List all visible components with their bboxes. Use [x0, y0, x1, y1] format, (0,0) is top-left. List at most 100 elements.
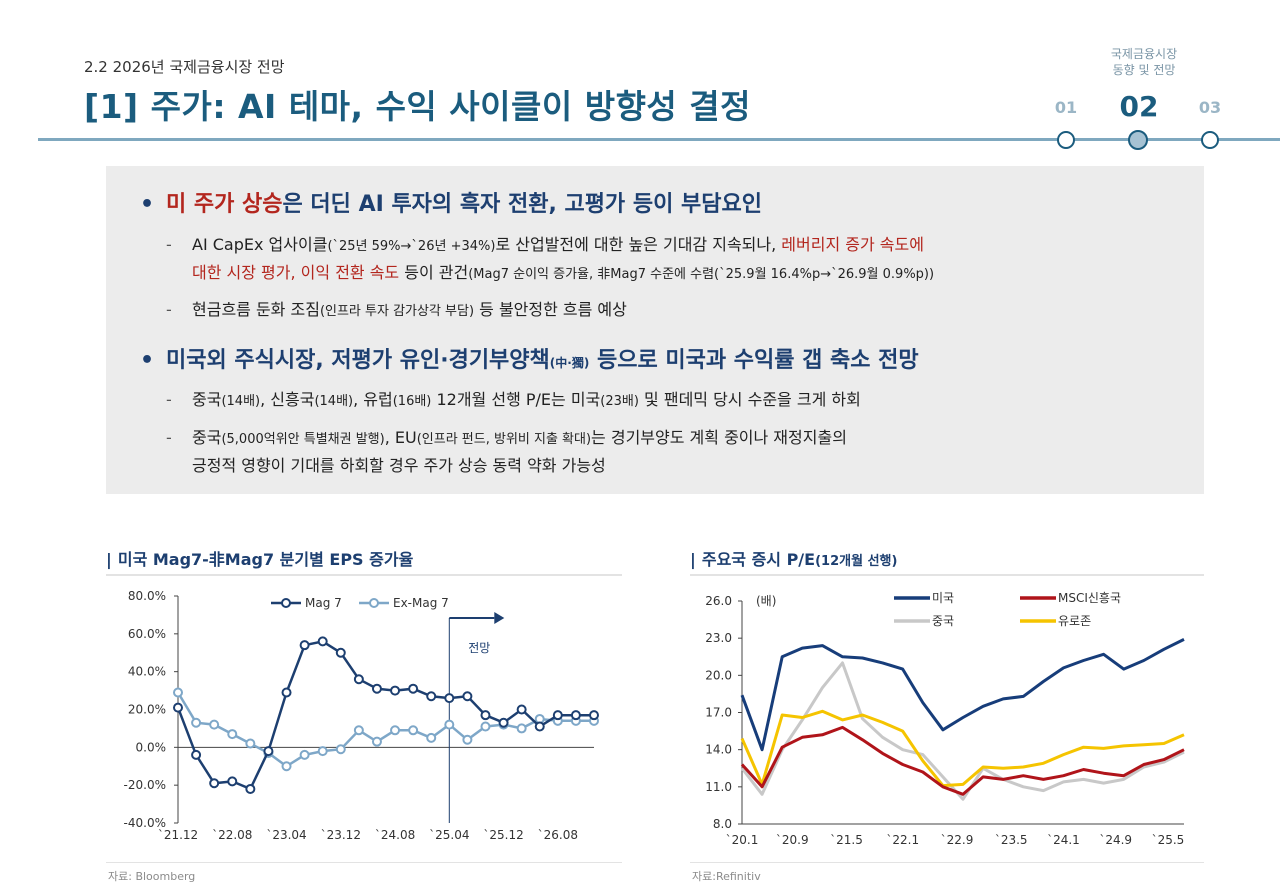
y-unit-label: (배)	[756, 594, 776, 608]
bullet-1-highlight: 미 주가 상승	[166, 192, 283, 217]
ex-mag7-point	[299, 749, 310, 760]
ex-mag7-point	[173, 687, 183, 698]
bullet-1-sub-1-line-1: - AI CapEx 업사이클(`25년 59%→`26년 +34%)로 산업발전…	[166, 235, 924, 254]
x-tick-label: `22.9	[941, 833, 974, 847]
x-tick-label: `22.08	[212, 828, 252, 842]
section-nav-caption: 국제금융시장 동향 및 전망	[1088, 46, 1200, 78]
y-tick-label: 20.0%	[128, 703, 166, 717]
bullet-1-sub-1-line-2: 대한 시장 평가, 이익 전환 속도 등이 관건(Mag7 순이익 증가율, 非…	[192, 263, 935, 282]
legend-marker	[369, 598, 379, 608]
forecast-arrowhead	[494, 612, 505, 624]
page-title: [1] 주가: AI 테마, 수익 사이클이 방향성 결정	[84, 87, 751, 126]
ex-mag7-point	[281, 761, 292, 772]
chart-2-plot: 26.0 23.0 20.0 17.0 14.0 11.0 8.0 (배) `20.1 `20.9…	[705, 591, 1185, 847]
ex-mag7-point	[444, 719, 455, 730]
chart-1-plot: 80.0% 60.0% 40.0% 20.0% 0.0% -20.0% -40.0%`21.…	[124, 589, 599, 842]
ex-mag7-line	[176, 691, 594, 768]
bullet-1: • 미 주가 상승은 더딘 AI 투자의 흑자 전환, 고평가 등이 부담요인	[140, 192, 762, 217]
step-02-dot[interactable]	[1128, 130, 1148, 150]
x-tick-label: `23.5	[995, 833, 1028, 847]
y-tick-label: 17.0	[705, 706, 732, 720]
mag7-point	[589, 710, 599, 721]
mag7-point	[245, 783, 256, 794]
step-01-label[interactable]: 01	[1054, 98, 1078, 117]
x-tick-label: `21.5	[830, 833, 863, 847]
step-03-dot[interactable]	[1201, 131, 1219, 149]
x-tick-label: `25.04	[429, 828, 469, 842]
mag7-point	[263, 746, 274, 757]
mag7-point	[371, 683, 382, 694]
legend-label: 미국	[932, 591, 954, 605]
ex-mag7-point	[335, 744, 346, 755]
y-tick-label: 11.0	[705, 780, 732, 794]
mag7-point	[227, 776, 238, 787]
mag7-point	[408, 683, 419, 694]
y-tick-label: 40.0%	[128, 665, 166, 679]
ex-mag7-point	[227, 729, 238, 740]
ex-mag7-point	[245, 738, 256, 749]
legend-label: Mag 7	[305, 596, 342, 610]
x-tick-label: `24.1	[1047, 833, 1080, 847]
nav-caption-line-1: 국제금융시장	[1110, 47, 1178, 61]
mag7-point	[426, 691, 437, 702]
x-tick-label: `20.9	[776, 833, 809, 847]
x-tick-label: `23.12	[321, 828, 361, 842]
y-tick-label: 14.0	[705, 743, 732, 757]
ex-mag7-point	[408, 725, 419, 736]
bullet-1-sub-2: - 현금흐름 둔화 조짐(인프라 투자 감가상각 부담) 등 불안정한 흐름 예상	[166, 300, 627, 319]
mag7-point	[552, 710, 563, 721]
china-pe-line	[740, 661, 1185, 801]
x-tick-label: `24.08	[375, 828, 415, 842]
chart-1-source: 자료: Bloomberg	[108, 870, 196, 883]
step-02-label[interactable]: 02	[1119, 90, 1159, 123]
nav-caption-line-2: 동향 및 전망	[1112, 63, 1176, 77]
chart-2-title: | 주요국 증시 P/E(12개월 선행)	[690, 550, 898, 569]
y-tick-label: 80.0%	[128, 589, 166, 603]
y-tick-label: 0.0%	[136, 740, 167, 754]
y-tick-label: 60.0%	[128, 627, 166, 641]
mag7-point	[209, 778, 220, 789]
bullet-2-sub-2-line-1: - 중국(5,000억위안 특별채권 발행), EU(인프라 펀드, 방위비 지출…	[166, 428, 847, 447]
chart-2-title-rule	[690, 574, 1204, 576]
ex-mag7-point	[426, 732, 437, 743]
mag7-line	[176, 640, 594, 791]
ex-mag7-point	[209, 719, 220, 730]
mag7-point	[516, 704, 527, 715]
mag7-point	[191, 749, 202, 760]
step-03-label[interactable]: 03	[1198, 98, 1222, 117]
y-tick-label: 26.0	[705, 594, 732, 608]
bullet-2-sub-2-line-2: 긍정적 영향이 기대를 하회할 경우 주가 상승 동력 약화 가능성	[192, 456, 606, 475]
chart-1-title-rule	[106, 574, 622, 576]
mag7-point	[480, 710, 491, 721]
mag7-point	[299, 640, 310, 651]
y-tick-label: 23.0	[705, 631, 732, 645]
chart-1-footer-rule	[106, 862, 622, 863]
y-tick-label: 8.0	[713, 817, 732, 831]
legend-label: Ex-Mag 7	[393, 596, 449, 610]
mag7-point	[317, 636, 328, 647]
us-pe-line	[740, 638, 1185, 752]
legend-label: MSCI신흥국	[1058, 591, 1121, 605]
x-tick-label: `25.5	[1152, 833, 1185, 847]
ex-mag7-point	[317, 746, 328, 757]
x-tick-label: `20.1	[726, 833, 759, 847]
x-tick-label: `22.1	[886, 833, 919, 847]
x-tick-label: `24.9	[1099, 833, 1132, 847]
summary-box	[106, 166, 1204, 494]
legend-label: 중국	[932, 614, 954, 628]
ex-mag7-point	[516, 723, 527, 734]
title-divider	[38, 138, 1280, 141]
mag7-point	[462, 691, 473, 702]
mag7-point	[390, 685, 401, 696]
step-01-dot[interactable]	[1057, 131, 1075, 149]
mag7-point	[444, 693, 455, 704]
forecast-label: 전망	[468, 641, 490, 655]
section-label: 2.2 2026년 국제금융시장 전망	[84, 58, 285, 76]
y-tick-label: 20.0	[705, 668, 732, 682]
mag7-point	[498, 717, 509, 728]
mag7-point	[281, 687, 292, 698]
x-tick-label: `21.12	[158, 828, 198, 842]
ex-mag7-point	[462, 734, 473, 745]
y-tick-label: -20.0%	[124, 778, 166, 792]
legend-marker	[281, 598, 291, 608]
